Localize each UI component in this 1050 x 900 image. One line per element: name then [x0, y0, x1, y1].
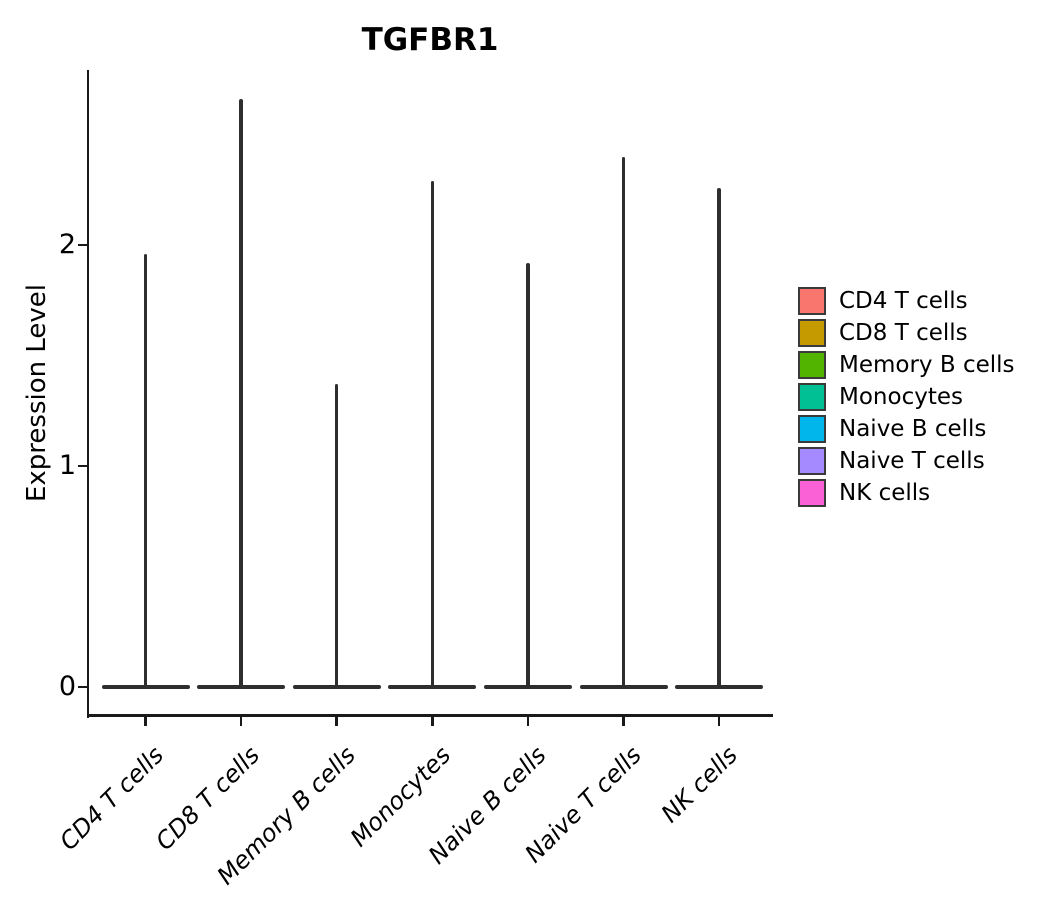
legend-item: Naive B cells [798, 414, 986, 443]
violin-spike [239, 99, 243, 688]
y-tick-label: 2 [58, 229, 76, 260]
legend-item: CD4 T cells [798, 286, 968, 315]
violin-base [579, 685, 668, 689]
x-tick-mark [144, 716, 147, 726]
violin-base [101, 685, 190, 689]
chart-title: TGFBR1 [361, 22, 499, 58]
legend-swatch [798, 286, 826, 315]
y-tick-mark [77, 685, 87, 689]
legend-item-label: CD8 T cells [839, 319, 968, 346]
legend-item-label: CD4 T cells [839, 287, 968, 314]
y-tick-label: 1 [58, 450, 76, 481]
x-tick-mark [335, 716, 338, 726]
legend-swatch [798, 350, 826, 379]
x-axis-label: NK cells [655, 741, 743, 829]
violin-spike [430, 180, 435, 688]
legend-swatch [798, 318, 826, 347]
violin-spike [143, 253, 148, 688]
violin-base [292, 685, 381, 689]
x-tick-mark [622, 716, 625, 726]
legend-item-label: NK cells [839, 480, 931, 507]
violin-base [483, 685, 572, 689]
legend-item-label: Memory B cells [839, 351, 1015, 378]
legend-swatch [798, 414, 826, 443]
legend-swatch [798, 382, 826, 411]
y-tick-mark [77, 464, 87, 468]
violin-spike [526, 262, 530, 688]
legend-swatch [798, 479, 826, 508]
legend-item: Naive T cells [798, 447, 985, 476]
violin-spike [717, 187, 721, 688]
violin-base [197, 685, 286, 689]
legend-item-label: Naive B cells [839, 415, 987, 442]
x-tick-mark [431, 716, 434, 726]
x-axis-line [86, 714, 774, 717]
x-tick-mark [526, 716, 530, 726]
legend-item: Memory B cells [798, 350, 1015, 379]
legend-item: NK cells [798, 479, 930, 508]
violin-base [675, 685, 764, 689]
x-tick-mark [239, 716, 243, 726]
y-axis-line [86, 70, 90, 718]
x-tick-mark [717, 716, 721, 726]
legend-item-label: Monocytes [839, 383, 963, 410]
legend-item: Monocytes [798, 382, 963, 411]
y-tick-label: 0 [58, 671, 76, 702]
violin-spike [334, 384, 339, 688]
y-tick-mark [77, 243, 87, 247]
legend-item-label: Naive T cells [839, 448, 985, 474]
legend-item: CD8 T cells [798, 318, 968, 347]
violin-base [388, 685, 477, 689]
legend-swatch [798, 447, 826, 475]
violin-spike [621, 156, 626, 688]
